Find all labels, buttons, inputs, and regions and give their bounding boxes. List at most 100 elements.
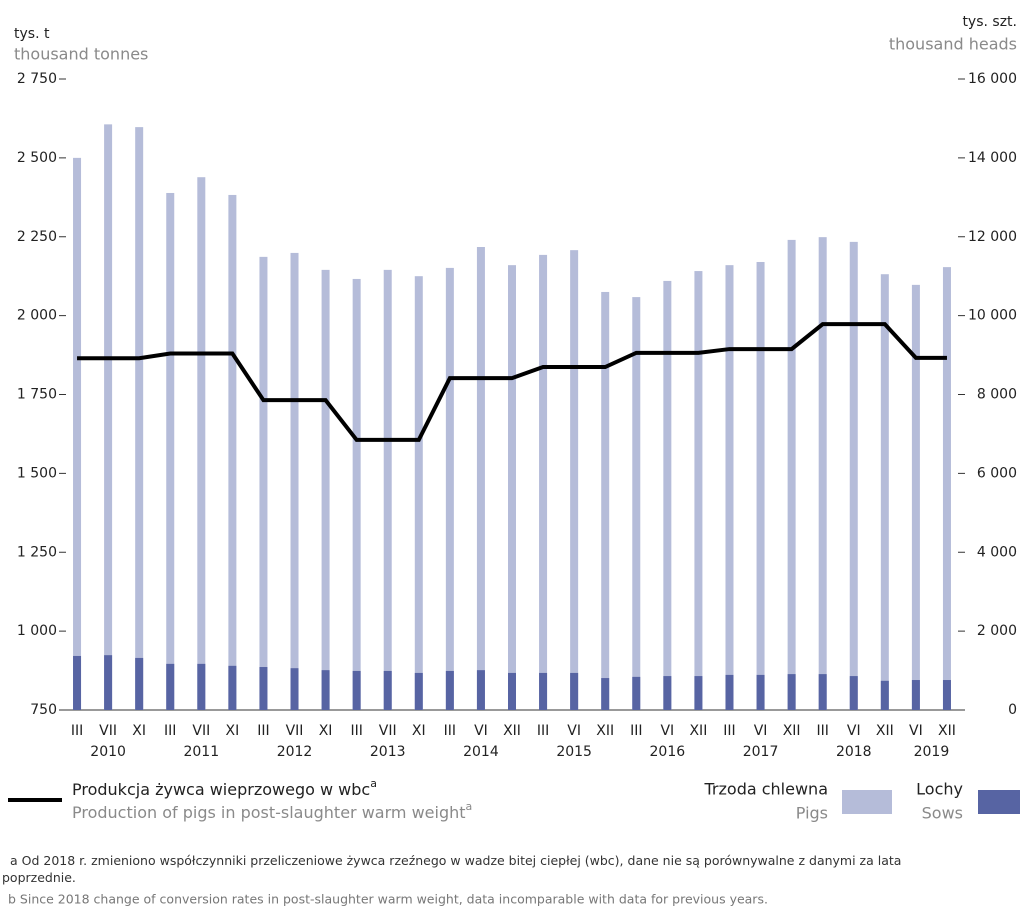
bar bbox=[73, 157, 82, 710]
bar bbox=[539, 254, 548, 711]
group-label: 2018 bbox=[836, 744, 872, 760]
x-tick-label: VI bbox=[847, 723, 861, 739]
y2-tick-label: 2 000 bbox=[977, 623, 1017, 639]
bar bbox=[942, 267, 951, 710]
y-tick-label: 2 500 bbox=[17, 150, 57, 166]
group-label: 2011 bbox=[183, 744, 219, 760]
bar bbox=[632, 676, 641, 710]
bar bbox=[104, 655, 113, 710]
x-tick-label: III bbox=[350, 723, 362, 739]
y2-tick-label: 4 000 bbox=[977, 544, 1017, 560]
x-tick-label: VI bbox=[660, 723, 674, 739]
legend-swatch bbox=[978, 790, 1020, 814]
footnote-line: a Od 2018 r. zmieniono współczynniki prz… bbox=[10, 853, 901, 868]
x-tick-label: XII bbox=[876, 723, 894, 739]
bar bbox=[942, 680, 951, 710]
group-label: 2013 bbox=[370, 744, 406, 760]
note-marker: a bbox=[370, 777, 377, 790]
legend-name-en: Production of pigs in post-slaughter war… bbox=[72, 803, 466, 822]
x-tick-label: III bbox=[257, 723, 269, 739]
bar bbox=[787, 674, 796, 710]
bar bbox=[383, 269, 392, 710]
x-tick-label: XII bbox=[689, 723, 707, 739]
bar bbox=[352, 670, 361, 710]
x-tick-label: VII bbox=[99, 723, 117, 739]
x-tick-label: III bbox=[816, 723, 828, 739]
bar bbox=[228, 194, 237, 711]
x-tick-label: XI bbox=[132, 723, 146, 739]
bar bbox=[570, 672, 579, 710]
y-tick-label: 2 000 bbox=[17, 308, 57, 324]
y2-tick-label: 10 000 bbox=[968, 308, 1017, 324]
x-tick-label: XII bbox=[503, 723, 521, 739]
bar bbox=[663, 676, 672, 710]
bar bbox=[166, 663, 175, 710]
bar bbox=[694, 676, 703, 710]
bar bbox=[290, 252, 299, 710]
bar bbox=[290, 668, 299, 710]
bar bbox=[725, 265, 734, 710]
line bbox=[77, 322, 947, 442]
x-tick-label: XII bbox=[596, 723, 614, 739]
group-label: 2015 bbox=[556, 744, 592, 760]
bar bbox=[352, 278, 361, 710]
bar bbox=[259, 667, 268, 710]
group-label: 2017 bbox=[743, 744, 779, 760]
footnote-line: poprzednie. bbox=[2, 870, 76, 885]
y2-label-en: thousand heads bbox=[889, 35, 1017, 54]
note-marker: a bbox=[466, 800, 473, 813]
bar bbox=[321, 670, 330, 710]
bar bbox=[166, 192, 175, 711]
legend-label-en: Pigs bbox=[796, 804, 828, 823]
bar bbox=[601, 291, 610, 710]
x-tick-label: VII bbox=[379, 723, 397, 739]
x-tick-label: XII bbox=[938, 723, 956, 739]
y2-tick-label: 6 000 bbox=[977, 465, 1017, 481]
bar bbox=[508, 672, 516, 710]
bar bbox=[849, 676, 858, 710]
bar bbox=[632, 297, 641, 710]
x-tick-label: VI bbox=[567, 723, 581, 739]
bar bbox=[663, 280, 672, 710]
bar bbox=[818, 237, 827, 710]
y2-tick-label: 0 bbox=[1008, 702, 1017, 718]
bar bbox=[756, 674, 765, 710]
bar bbox=[104, 124, 113, 710]
y-tick-label: 2 750 bbox=[17, 71, 57, 87]
legend-label: Trzoda chlewna bbox=[704, 780, 829, 799]
bar bbox=[787, 239, 796, 710]
bar bbox=[818, 674, 827, 710]
x-tick-label: III bbox=[723, 723, 735, 739]
bar bbox=[476, 247, 485, 710]
y-tick-label: 1 750 bbox=[17, 387, 57, 403]
legend-swatch bbox=[842, 790, 892, 814]
bar bbox=[694, 271, 703, 710]
bar bbox=[259, 256, 268, 710]
x-tick-label: XI bbox=[226, 723, 240, 739]
x-tick-label: VII bbox=[192, 723, 210, 739]
bar bbox=[570, 250, 579, 710]
x-tick-label: III bbox=[71, 723, 83, 739]
y2-tick-label: 14 000 bbox=[968, 150, 1017, 166]
bar bbox=[445, 670, 454, 710]
x-tick-label: III bbox=[537, 723, 549, 739]
x-tick-label: XI bbox=[319, 723, 333, 739]
x-tick-label: III bbox=[630, 723, 642, 739]
bar bbox=[880, 274, 889, 710]
bar bbox=[197, 663, 206, 710]
bar bbox=[414, 276, 423, 710]
x-tick-label: VII bbox=[286, 723, 304, 739]
y-tick-label: 1 000 bbox=[17, 623, 57, 639]
y-tick-label: 2 250 bbox=[17, 229, 57, 245]
bar bbox=[911, 284, 920, 710]
group-label: 2019 bbox=[914, 744, 950, 760]
bar bbox=[601, 678, 610, 710]
bar bbox=[725, 674, 734, 710]
x-tick-label: XI bbox=[412, 723, 426, 739]
x-tick-label: VI bbox=[909, 723, 923, 739]
footnote: b Since 2018 change of conversion rates … bbox=[8, 892, 768, 907]
bar bbox=[197, 177, 206, 711]
bar bbox=[228, 665, 237, 710]
bar bbox=[849, 241, 858, 710]
